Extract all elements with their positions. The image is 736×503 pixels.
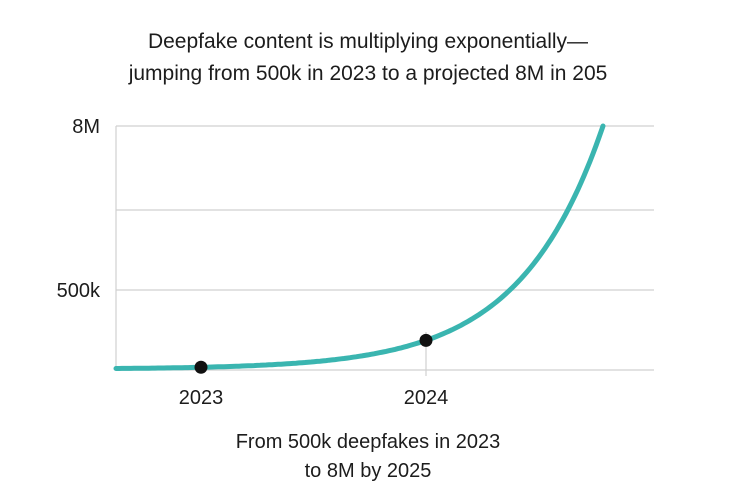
y-tick-label: 8M [72, 116, 100, 138]
y-tick-label: 500k [57, 280, 101, 302]
x-tick-label: 2023 [179, 387, 224, 409]
chart-title-line-1: Deepfake content is multiplying exponent… [147, 30, 589, 53]
series-line [113, 123, 606, 371]
data-point-2023 [194, 360, 208, 374]
grid-lines [115, 125, 654, 376]
chart-caption-line-2: to 8M by 2025 [304, 460, 432, 482]
x-tick-label: 2024 [404, 387, 449, 409]
tick-labels: 500k 8M 2023 2024 [57, 116, 449, 409]
series-curve [113, 123, 606, 374]
chart-caption-line-1: From 500k deepfakes in 2023 [235, 431, 501, 453]
chart-title-line-2: jumping from 500k in 2023 to a projected… [128, 62, 608, 85]
data-point-2024 [419, 333, 433, 347]
